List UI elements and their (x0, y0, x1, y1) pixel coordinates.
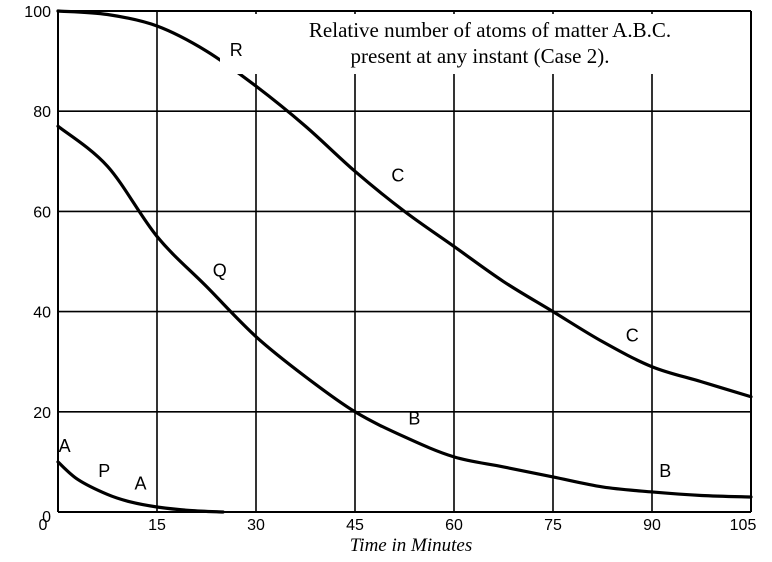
curve-label-q: Q (213, 261, 227, 281)
curve-label-b: B (408, 408, 420, 428)
x-tick-label: 60 (445, 517, 463, 534)
y-tick-label: 20 (33, 405, 51, 422)
x-tick-label: 0 (39, 517, 48, 534)
curves (56, 9, 753, 514)
y-axis-ticks: 0 20 40 60 80 100 (24, 4, 51, 526)
curve-label-a: A (59, 436, 71, 456)
x-tick-label: 75 (544, 517, 562, 534)
x-tick-label: 15 (148, 517, 166, 534)
chart-title-line-1: Relative number of atoms of matter A.B.C… (309, 18, 671, 42)
curve-label-b: B (659, 461, 671, 481)
x-tick-label: 45 (346, 517, 364, 534)
x-axis-ticks: 0 15 30 45 60 75 90 105 (39, 517, 757, 534)
curve-label-r: R (230, 40, 243, 60)
title-background (220, 14, 750, 74)
curve-label-c: C (391, 165, 404, 185)
curve-a (56, 460, 225, 514)
y-tick-label: 40 (33, 305, 51, 322)
grid (57, 10, 752, 513)
y-tick-label: 80 (33, 104, 51, 121)
x-tick-label: 90 (643, 517, 661, 534)
curve-label-p: P (98, 461, 110, 481)
curve-b (56, 124, 753, 499)
curve-c (56, 9, 753, 399)
y-tick-label: 100 (24, 4, 51, 21)
curve-label-a: A (134, 473, 146, 493)
y-tick-label: 60 (33, 204, 51, 221)
curve-labels: R C C Q B B A P A (59, 40, 672, 493)
x-tick-label: 30 (247, 517, 265, 534)
curve-label-c: C (626, 326, 639, 346)
y-tick-label: 0 (42, 509, 51, 526)
x-tick-label: 105 (730, 517, 757, 534)
x-axis-label: Time in Minutes (350, 535, 472, 556)
chart-title-line-2: present at any instant (Case 2). (351, 44, 610, 68)
